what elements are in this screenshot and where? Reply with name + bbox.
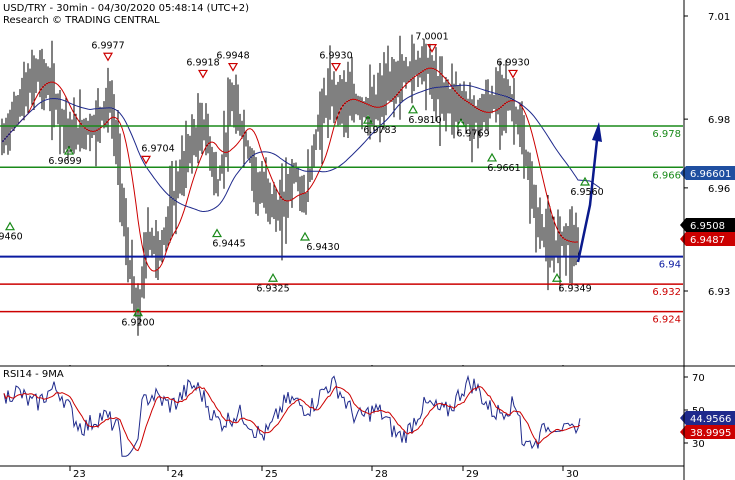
chart-title: USD/TRY - 30min - 04/30/2020 05:48:14 (U…: [3, 3, 249, 14]
time-axis-tick-label: 23: [73, 469, 86, 480]
price-panel: 6.9786.9666.946.9326.9246.99776.99186.99…: [0, 12, 735, 336]
swing-low-marker: [579, 176, 591, 186]
level-label: 6.978: [652, 129, 681, 140]
swing-low-marker: [362, 114, 374, 124]
rsi-axis-tick-label: 70: [692, 373, 705, 384]
swing-high-marker: [227, 62, 239, 72]
swing-low-marker: [211, 228, 223, 238]
chart-credit: Research © TRADING CENTRAL: [3, 15, 160, 26]
swing-low-label: 6.9200: [121, 318, 154, 329]
price-tag-label: 6.96601: [690, 169, 731, 180]
level-label: 6.924: [652, 315, 681, 326]
rsi-value-tag: [680, 411, 735, 425]
forecast-arrow-line: [576, 139, 599, 263]
swing-low-label: 6.9560: [570, 187, 603, 198]
rsi-title: RSI14 - 9MA: [3, 369, 64, 380]
fast-moving-average-line: [1, 67, 579, 272]
swing-low-marker: [299, 231, 311, 241]
swing-low-label: 6.9460: [0, 232, 23, 243]
time-axis-tick-label: 24: [171, 469, 184, 480]
swing-high-label: 6.9918: [186, 57, 219, 68]
rsi-line: [3, 374, 581, 457]
time-axis-tick-label: 25: [265, 469, 278, 480]
rsi-value-tag-label: 44.9566: [690, 414, 731, 425]
price-tag-label: 6.9487: [690, 235, 725, 246]
swing-low-marker: [267, 273, 279, 282]
swing-high-marker: [330, 62, 342, 72]
swing-low-label: 6.9810: [408, 115, 441, 126]
rsi-moving-average-line: [3, 385, 581, 452]
price-axis-tick-label: 6.96: [708, 184, 730, 195]
rsi-value-tag: [680, 425, 735, 439]
swing-low-label: 6.9661: [487, 163, 520, 174]
swing-low-label: 6.9325: [256, 283, 289, 294]
rsi-value-tag-label: 38.9995: [690, 428, 731, 439]
swing-low-marker: [132, 307, 144, 317]
swing-high-label: 6.9704: [141, 143, 174, 154]
price-axis-tick-label: 6.98: [708, 115, 730, 126]
swing-low-marker: [455, 118, 467, 128]
forecast-arrow-head: [592, 122, 602, 142]
swing-high-label: 6.9930: [319, 51, 352, 62]
swing-high-label: 6.9930: [496, 57, 529, 68]
swing-low-marker: [63, 145, 75, 155]
price-tag-label: 6.9508: [690, 221, 725, 232]
rsi-axis-tick-label: 30: [692, 439, 705, 450]
swing-low-marker: [551, 273, 563, 282]
time-axis-tick-label: 29: [466, 469, 479, 480]
x-axis: 23 24 25 28 29 30: [69, 365, 579, 480]
level-label: 6.94: [659, 260, 681, 271]
time-axis-tick-label: 30: [566, 469, 579, 480]
time-axis-tick-label: 28: [375, 469, 388, 480]
swing-high-marker: [426, 44, 438, 53]
slow-moving-average-line: [1, 84, 601, 213]
swing-low-marker: [486, 152, 498, 162]
swing-high-marker: [507, 69, 519, 79]
swing-low-label: 6.9430: [306, 242, 339, 253]
price-tag-current: [680, 166, 735, 180]
swing-high-marker: [197, 69, 209, 79]
price-tag-last: [680, 218, 735, 232]
swing-low-label: 6.9445: [212, 239, 245, 250]
swing-high-label: 6.9977: [91, 40, 124, 51]
swing-low-marker: [4, 221, 16, 231]
price-bars: [1, 34, 579, 336]
price-axis-tick-label: 6.93: [708, 287, 730, 298]
level-label: 6.932: [652, 287, 681, 298]
swing-low-label: 6.9769: [456, 129, 489, 140]
swing-high-label: 6.9948: [216, 51, 249, 62]
swing-low-label: 6.9349: [558, 283, 591, 294]
swing-low-label: 6.9783: [363, 125, 396, 136]
swing-high-label: 7.0001: [415, 32, 448, 43]
level-label: 6.966: [652, 170, 681, 181]
swing-low-label: 6.9699: [48, 156, 81, 167]
swing-low-marker: [407, 104, 419, 114]
price-tag-red: [680, 232, 735, 246]
price-axis-tick-label: 7.01: [708, 12, 730, 23]
swing-high-marker: [102, 52, 114, 62]
swing-high-marker: [140, 155, 152, 165]
